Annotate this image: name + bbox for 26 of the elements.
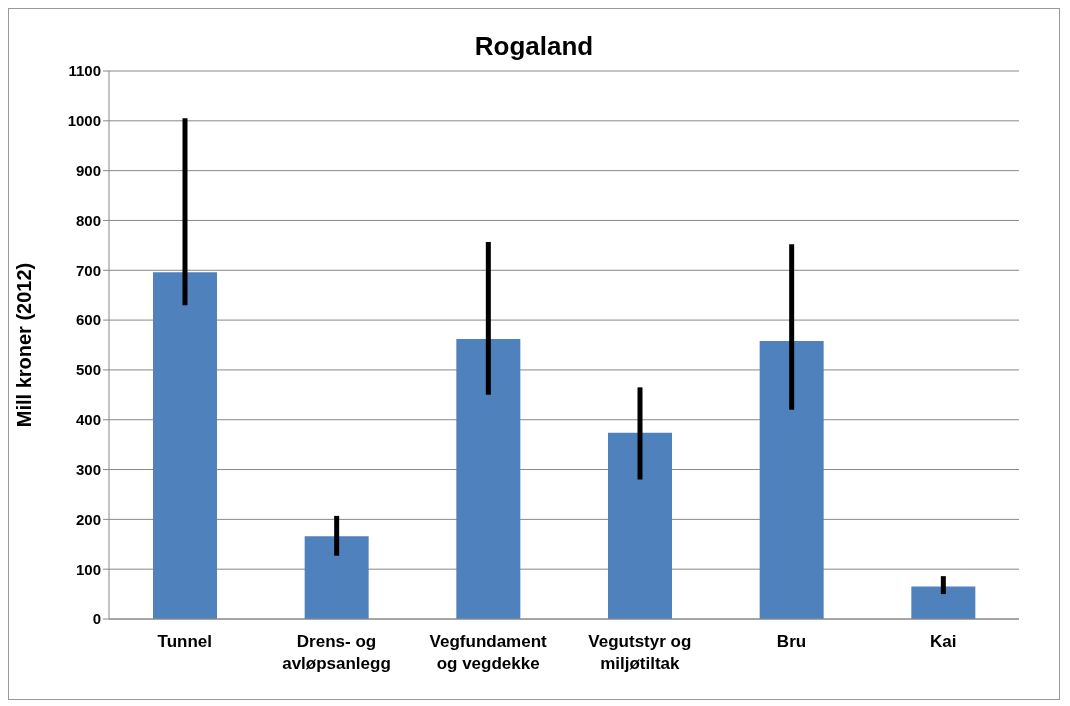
y-tick-label: 900 [75, 161, 101, 179]
x-tick-label: Tunnel [157, 632, 213, 651]
bar [911, 586, 976, 619]
bar [153, 272, 217, 619]
bar [304, 536, 369, 619]
bar [759, 341, 824, 619]
y-tick-label: 100 [75, 560, 101, 578]
y-tick-label: 700 [75, 261, 101, 279]
y-tick-label: 400 [75, 411, 101, 429]
bar [456, 339, 521, 619]
x-tick-label: Drens- og avløpsanlegg [282, 632, 391, 673]
y-axis-title: Mill kroner (2012) [13, 262, 36, 428]
x-tick-label: Vegfundament og vegdekke [429, 632, 548, 673]
y-tick-label: 1000 [67, 112, 101, 130]
x-tick-label: Kai [929, 632, 957, 651]
y-tick-label: 0 [92, 610, 101, 628]
y-tick-label: 800 [75, 211, 101, 229]
bar [608, 432, 672, 619]
y-tick-label: 1100 [68, 62, 101, 80]
x-tick-label: Bru [776, 632, 807, 651]
y-tick-label: 300 [75, 460, 101, 478]
x-tick-label: Vegutstyr og miljøtiltak [588, 632, 692, 673]
y-tick-label: 200 [75, 510, 101, 528]
y-tick-label: 600 [75, 311, 101, 329]
y-tick-label: 500 [75, 361, 101, 379]
chart-title: Rogaland [473, 31, 595, 62]
